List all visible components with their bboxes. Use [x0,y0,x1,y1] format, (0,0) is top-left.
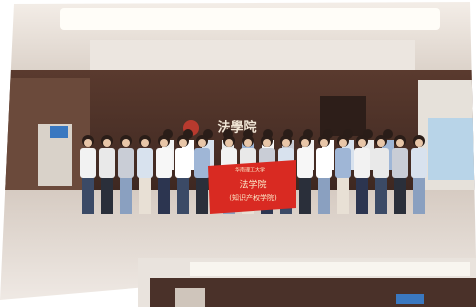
person-legs [356,176,368,214]
main-photo: 法學院 华南理工大学 法学院 (知识产权学院) [0,0,476,300]
ceiling-light [60,8,440,30]
person-body [118,148,134,178]
poster [428,118,474,180]
inset-photo [138,258,476,307]
photo: 法學院 华南理工大学 法学院 (知识产权学院) [0,0,476,307]
banner-org: 华南理工大学 [235,167,265,174]
person-body [137,148,153,178]
person-body [373,148,389,178]
person-face [301,139,309,147]
person-face [160,139,168,147]
person-body [316,148,332,178]
person-body [194,148,210,178]
person-legs [394,176,406,214]
person-legs [413,176,425,214]
person-body [335,148,351,178]
person-body [411,148,427,178]
person-face [282,139,290,147]
person-face [358,139,366,147]
person-legs [337,176,349,214]
person-body [354,148,370,178]
person-body [156,148,172,178]
banner-title: 法学院 [239,179,266,191]
person-body [392,148,408,178]
person-face [103,139,111,147]
screen [50,126,68,138]
person-face [415,139,423,147]
person-face [320,139,328,147]
person-legs [139,176,151,214]
person-face [377,139,385,147]
person-face [244,139,252,147]
person-body [175,148,191,178]
person-face [141,139,149,147]
person-legs [318,176,330,214]
person-legs [101,176,113,214]
person-face [84,139,92,147]
person-face [339,139,347,147]
person-face [396,139,404,147]
person-face [122,139,130,147]
person-face [198,139,206,147]
person-face [179,139,187,147]
person-legs [196,176,208,214]
person-body [80,148,96,178]
person-legs [82,176,94,214]
person-body [99,148,115,178]
person-legs [120,176,132,214]
person-face [225,139,233,147]
banner: 华南理工大学 法学院 (知识产权学院) [208,160,296,214]
person-body [297,148,313,178]
person-legs [375,176,387,214]
person-legs [158,176,170,214]
person-legs [299,176,311,214]
person-legs [177,176,189,214]
person-face [263,139,271,147]
page: 法學院 华南理工大学 法学院 (知识产权学院) (() => { const d… [0,0,476,307]
soffit [90,40,415,70]
banner-subtitle: (知识产权学院) [229,193,277,202]
